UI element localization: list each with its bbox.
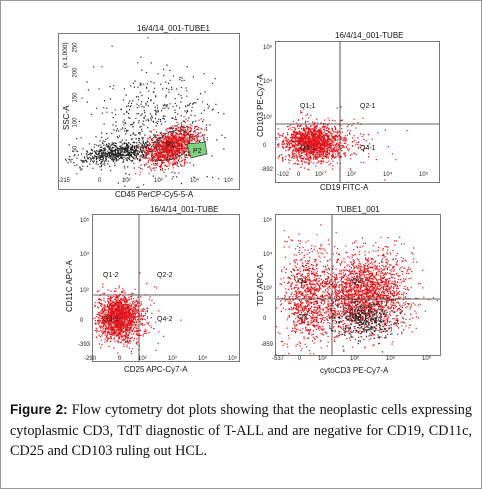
y-tick: 10⁴ [263,79,273,85]
x-tick: 10² [138,356,147,362]
quadrant-label: Q1-1 [300,103,316,110]
x-tick: 10⁵ [419,172,429,178]
y-tick: 10³ [263,286,272,292]
event-dots [68,37,226,188]
events-dark [321,286,411,353]
quadrant-label: Q2-2 [157,272,173,279]
x-tick: -537 [272,356,285,362]
quadrant-label: Q2 [352,278,361,285]
event-dots [133,118,208,176]
plot-title: 16/4/14_001-TUBE [150,205,219,214]
x-axis-label: CD45 PerCP-Cy5-5-A [115,190,194,199]
y-tick: 10³ [263,115,272,121]
y-tick: 0 [80,318,84,324]
x-tick: 10⁵ [228,356,238,362]
y-tick: 10⁵ [263,218,273,224]
x-tick: 10³ [168,356,177,362]
quadrant-label: Q4 [352,314,361,321]
y-tick: 100 [72,117,79,128]
y-tick: 10⁴ [80,252,90,258]
x-tick: 10² [122,178,131,184]
quadrant-label: Q2-1 [360,103,376,110]
figure-caption: Figure 2: Flow cytometry dot plots showi… [10,400,472,462]
events-right [292,232,438,352]
x-tick: 0 [298,356,302,362]
events-cluster [93,285,151,355]
y-tick: 150 [72,92,79,103]
x-tick: 10⁵ [224,178,234,184]
x-tick: 0 [118,356,122,362]
y-tick: -892 [261,167,274,173]
x-tick: 10³ [154,178,163,184]
gate-p1-outline [150,129,191,161]
x-tick: -215 [58,178,71,184]
quadrant-label: Q4-2 [157,316,173,323]
y-tick: 10⁵ [80,218,90,224]
quadrant-label: Q4-1 [360,145,376,152]
x-tick: 10⁴ [386,356,396,362]
y-tick: 200 [72,67,79,78]
y-tick: -393 [78,342,91,348]
y-ticks: 250 200 150 100 50 [71,35,81,160]
gate-label: P1 [166,142,175,149]
y-tick: 250 [72,42,79,53]
plot-area: Q1-1 Q2-1 Q3-1 Q4-1 [276,42,439,182]
x-tick: 10⁴ [383,172,393,178]
quadrant-label: Q3-2 [103,316,119,323]
plot-area: Q1 Q2 Q3 Q4 [276,215,440,355]
plot-area: Q1-2 Q2-2 Q3-2 Q4-2 [93,215,239,361]
x-tick: -290 [84,356,97,362]
x-axis-label: cytoCD3 PE-Cy7-A [320,366,389,375]
x-tick: 10² [318,356,327,362]
lymphocyte-scatter [65,132,206,175]
x-axis-label: CD19 FITC-A [320,183,369,192]
plot-tdt-vs-cytocd3: Q1 Q2 Q3 Q4 [275,214,441,356]
gate-p1-events [133,118,208,176]
event-dots [321,286,411,353]
x-tick: 0 [98,178,102,184]
gate-p2 [186,141,208,159]
caption-label: Figure 2: [10,402,68,417]
y-axis-label: CD11C APC-A [65,260,74,312]
y-tick: 10³ [80,288,89,294]
event-dots [276,224,348,355]
x-axis-label: CD25 APC-Cy7-A [124,365,188,374]
plot-cd11c-vs-cd25: Q1-2 Q2-2 Q3-2 Q4-2 [92,214,240,362]
x-tick: 10⁴ [198,356,208,362]
x-tick: 10³ [350,356,359,362]
plot-area: P1 P2 [65,37,226,188]
quadrant-label: Q1 [298,278,307,285]
plot-cd103-vs-cd19: Q1-1 Q2-1 Q3-1 Q4-1 [275,41,440,183]
event-dots [93,285,151,355]
y-tick: 0 [263,143,267,149]
x-tick: 10⁵ [422,356,432,362]
event-dots [292,232,438,352]
x-tick: -102 [277,172,290,178]
plot-title: 16/4/14_001-TUBE1 [137,24,210,33]
y-tick: 10⁴ [263,252,273,258]
x-tick: 0 [297,172,301,178]
x-tick: 10⁴ [190,178,200,184]
gate-label: P2 [193,148,202,155]
plot-ssc-vs-cd45: P1 P2 [58,33,240,190]
caption-background [1,392,479,487]
y-tick: -859 [261,342,274,348]
quadrant-label: Q1-2 [103,272,119,279]
y-tick: 50 [72,145,79,153]
quadrant-label: Q3 [298,314,307,321]
x-tick: 10² [315,172,324,178]
y-tick: 10⁵ [263,45,273,51]
events-cluster [276,107,362,170]
caption-text: Flow cytometry dot plots showing that th… [10,402,472,459]
y-tick: 0 [263,316,267,322]
quadrant-label: Q3-1 [300,145,316,152]
x-tick: 10³ [347,172,356,178]
sparse-scatter [68,37,226,188]
event-dots [65,132,206,175]
plot-title: TUBE1_001 [336,205,380,214]
plot-title: 16/4/14_001-TUBE [335,31,404,40]
events-left [276,224,348,355]
event-dots [276,107,362,170]
